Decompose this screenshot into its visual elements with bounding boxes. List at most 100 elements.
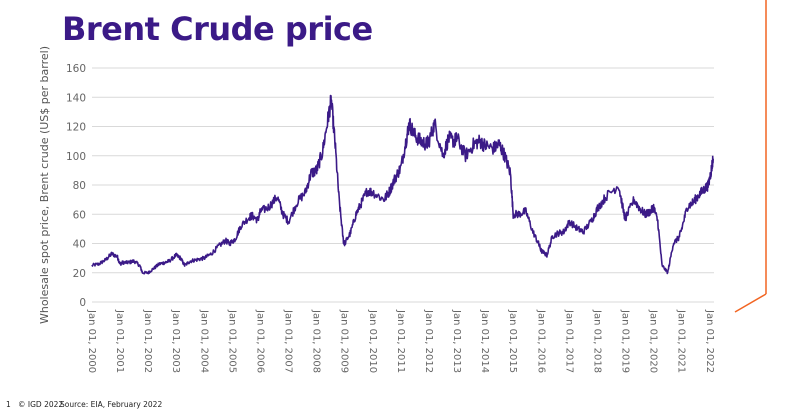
data-point	[257, 220, 258, 221]
x-tick-label-2006: Jan 01, 2006	[254, 309, 265, 373]
data-point	[442, 155, 443, 156]
x-tick-label-2011: Jan 01, 2011	[395, 309, 406, 373]
x-tick-label-2003: Jan 01, 2003	[170, 309, 181, 373]
x-tick-label-2002: Jan 01, 2002	[142, 309, 153, 373]
data-point	[316, 170, 317, 171]
x-tick-label-2013: Jan 01, 2013	[451, 309, 462, 373]
x-tick-label-2014: Jan 01, 2014	[479, 309, 490, 373]
data-point	[569, 221, 570, 222]
x-tick-label-2004: Jan 01, 2004	[198, 309, 209, 373]
data-point	[367, 190, 368, 191]
accent-diagonal-line	[734, 293, 767, 313]
data-point	[343, 240, 344, 241]
data-point	[493, 148, 494, 149]
data-point	[661, 265, 662, 266]
data-point	[268, 206, 269, 207]
x-tick-label-2022: Jan 01, 2022	[704, 309, 715, 373]
data-point	[344, 243, 345, 244]
data-point	[681, 228, 682, 229]
data-point	[105, 259, 106, 260]
data-point	[240, 225, 241, 226]
y-tick-label-160: 160	[66, 63, 86, 75]
data-point	[448, 138, 449, 139]
x-tick-label-2005: Jan 01, 2005	[226, 309, 237, 373]
data-point	[420, 141, 421, 142]
y-tick-label-20: 20	[73, 268, 86, 280]
data-point	[334, 141, 335, 142]
data-point	[625, 218, 626, 219]
data-point	[583, 231, 584, 232]
data-point	[687, 206, 688, 207]
data-point	[383, 199, 384, 200]
data-point	[639, 208, 640, 209]
data-point	[673, 243, 674, 244]
x-tick-label-2012: Jan 01, 2012	[423, 309, 434, 373]
data-point	[653, 206, 654, 207]
data-point	[120, 263, 121, 264]
data-point	[558, 233, 559, 234]
data-point	[704, 189, 705, 190]
data-point	[713, 158, 714, 159]
data-point	[169, 261, 170, 262]
x-tick-label-2010: Jan 01, 2010	[367, 309, 378, 373]
data-point	[618, 184, 619, 185]
data-point	[406, 138, 407, 139]
data-point	[229, 243, 230, 244]
series-line-brent	[91, 94, 714, 275]
data-point	[98, 263, 99, 264]
y-tick-label-40: 40	[73, 239, 86, 251]
x-tick-label-2000: Jan 01, 2000	[86, 309, 97, 373]
data-point	[235, 239, 236, 240]
data-point	[153, 268, 154, 269]
data-point	[698, 195, 699, 196]
data-point	[322, 152, 323, 153]
data-point	[159, 263, 160, 264]
x-tick-label-2020: Jan 01, 2020	[648, 309, 659, 373]
data-point	[122, 262, 123, 263]
data-point	[428, 141, 429, 142]
data-point	[139, 265, 140, 266]
y-tick-label-0: 0	[79, 297, 86, 309]
x-tick-label-2018: Jan 01, 2018	[591, 309, 602, 373]
x-tick-label-2008: Jan 01, 2008	[311, 309, 322, 373]
data-point	[142, 272, 143, 273]
data-point	[518, 214, 519, 215]
data-point	[597, 208, 598, 209]
data-point	[692, 202, 693, 203]
y-axis-label: Wholesale spot price, Brent crude (US$ p…	[38, 46, 51, 324]
data-point	[305, 192, 306, 193]
data-point	[473, 143, 474, 144]
data-point	[434, 123, 435, 124]
data-point	[414, 135, 415, 136]
data-point	[457, 138, 458, 139]
data-point	[633, 199, 634, 200]
x-tick-label-2009: Jan 01, 2009	[339, 309, 350, 373]
data-point	[657, 221, 658, 222]
data-point	[552, 236, 553, 237]
data-point	[409, 123, 410, 124]
data-point	[218, 246, 219, 247]
y-tick-label-100: 100	[66, 151, 86, 163]
y-tick-label-140: 140	[66, 92, 86, 104]
data-point	[624, 214, 625, 215]
data-point	[252, 215, 253, 216]
data-point	[282, 214, 283, 215]
data-point	[667, 272, 668, 273]
data-point	[339, 199, 340, 200]
data-point	[117, 256, 118, 257]
data-point	[350, 233, 351, 234]
data-point	[525, 211, 526, 212]
source-note: Source: EIA, February 2022	[60, 400, 163, 409]
data-point	[605, 196, 606, 197]
data-point	[591, 220, 592, 221]
data-point	[395, 177, 396, 178]
data-point	[454, 141, 455, 142]
data-point	[310, 173, 311, 174]
data-point	[650, 211, 651, 212]
data-point	[331, 100, 332, 101]
data-point	[225, 240, 226, 241]
x-tick-label-2001: Jan 01, 2001	[114, 309, 125, 373]
data-point	[479, 141, 480, 142]
data-point	[211, 253, 212, 254]
data-point	[204, 258, 205, 259]
